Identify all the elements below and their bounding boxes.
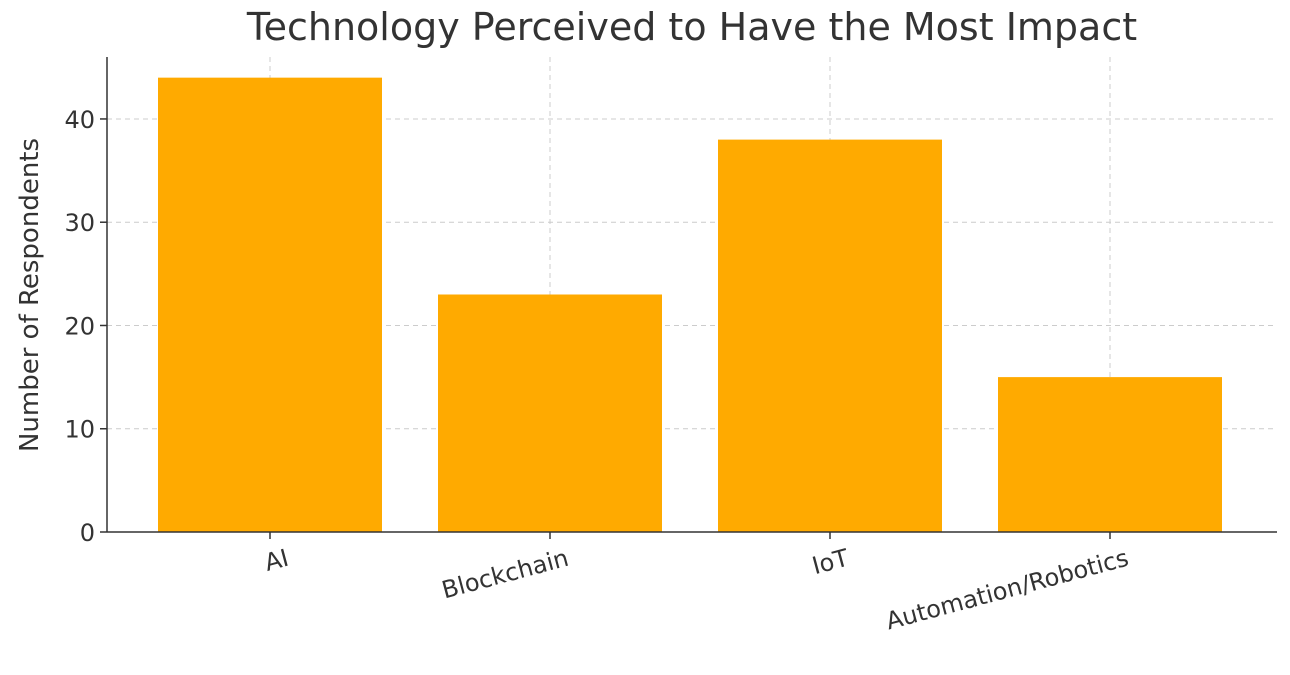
bar-automation-robotics (998, 377, 1222, 532)
y-tick-label: 0 (80, 519, 95, 547)
bar-blockchain (438, 294, 662, 532)
bars (158, 77, 1222, 533)
y-tick-label: 10 (64, 416, 95, 444)
x-tick-labels: AI Blockchain IoT Automation/Robotics (262, 544, 1132, 636)
y-tick-label: 30 (64, 209, 95, 237)
x-tick-label: Blockchain (439, 544, 572, 605)
y-tick-label: 40 (64, 106, 95, 134)
y-tick-labels: 0 10 20 30 40 (64, 106, 95, 547)
x-tick-label: Automation/Robotics (883, 544, 1132, 636)
chart-title: Technology Perceived to Have the Most Im… (246, 5, 1137, 49)
x-tick-label: AI (262, 544, 292, 577)
x-tick-label: IoT (809, 544, 852, 581)
y-axis-label: Number of Respondents (15, 138, 45, 452)
bar-ai (158, 77, 382, 533)
axes (100, 57, 1277, 539)
y-tick-label: 20 (64, 312, 95, 340)
bar-iot (718, 139, 942, 532)
